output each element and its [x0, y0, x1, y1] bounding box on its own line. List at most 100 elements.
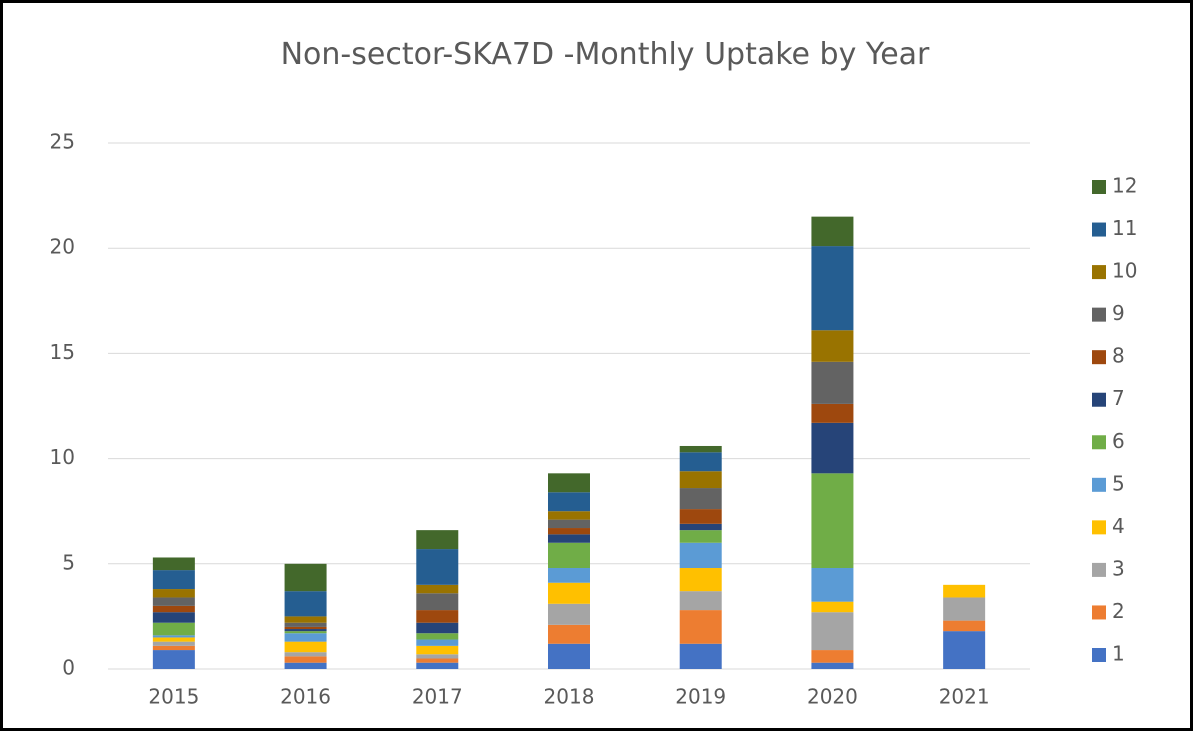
bar-segment	[284, 626, 327, 630]
y-tick-label: 25	[50, 130, 75, 154]
x-tick-label: 2020	[807, 685, 858, 709]
bar-segment	[284, 622, 327, 627]
bar-segment	[152, 612, 195, 623]
legend-label: 5	[1112, 471, 1125, 495]
bar-segment	[943, 631, 986, 669]
y-tick-label: 10	[50, 445, 75, 469]
bar-segment	[284, 631, 327, 634]
bar-segment	[152, 597, 195, 606]
x-tick-label: 2018	[544, 685, 595, 709]
bar-segment	[548, 568, 590, 583]
bar-segment	[811, 403, 854, 423]
bar-segment	[284, 656, 327, 663]
legend-swatch	[1092, 180, 1106, 194]
bar-segment	[679, 509, 722, 524]
bar-segment	[811, 612, 854, 651]
bar-segment	[679, 523, 722, 531]
legend-swatch	[1092, 435, 1106, 450]
bar-segment	[416, 658, 459, 663]
bar-segment	[548, 492, 590, 512]
bar-segment	[548, 624, 590, 644]
legend-label: 1	[1112, 642, 1125, 666]
bar-segment	[548, 519, 590, 529]
legend-swatch	[1092, 648, 1106, 662]
legend-swatch	[1092, 562, 1106, 577]
bar-segment	[416, 633, 459, 640]
legend-label: 10	[1112, 259, 1137, 283]
bar-segment	[811, 422, 854, 474]
x-tick-label: 2015	[148, 685, 199, 709]
bar-segment	[284, 563, 327, 592]
bar-segment	[416, 662, 459, 669]
legend-swatch	[1092, 307, 1106, 322]
bar-segment	[811, 246, 854, 331]
bar-segment	[548, 643, 590, 669]
bar-segment	[284, 629, 327, 632]
bar-segment	[416, 593, 459, 611]
bar-segment	[152, 605, 195, 613]
legend-swatch	[1092, 520, 1106, 535]
bar-segment	[943, 620, 986, 632]
bar-segment	[152, 650, 195, 669]
bar-segment	[679, 542, 722, 569]
bar-segment	[679, 452, 722, 472]
legend-swatch	[1092, 477, 1106, 492]
x-tick-label: 2021	[939, 685, 990, 709]
bar-segment	[811, 330, 854, 362]
legend-swatch	[1092, 222, 1106, 237]
bar-segment	[548, 511, 590, 520]
legend-label: 6	[1112, 429, 1125, 453]
bar-segment	[152, 641, 195, 646]
bar-segment	[679, 471, 722, 489]
y-tick-label: 20	[50, 235, 75, 259]
bar-segment	[548, 542, 590, 569]
bar-segment	[679, 445, 722, 453]
x-tick-label: 2019	[675, 685, 726, 709]
bar-segment	[811, 650, 854, 663]
legend-label: 7	[1112, 386, 1125, 410]
bar-segment	[679, 530, 722, 543]
bar-segment	[284, 662, 327, 669]
bar-segment	[811, 216, 854, 247]
bar-segment	[548, 473, 590, 493]
legend-label: 4	[1112, 514, 1125, 538]
bar-segment	[152, 622, 195, 636]
bar-segment	[811, 568, 854, 602]
y-tick-label: 5	[62, 550, 75, 574]
legend-label: 12	[1112, 174, 1137, 198]
chart-title: Non-sector-SKA7D -Monthly Uptake by Year	[280, 37, 930, 72]
bar-segment	[679, 610, 722, 644]
legend-swatch	[1092, 350, 1106, 365]
bar-segment	[284, 633, 327, 642]
bar-segment	[152, 557, 195, 571]
legend-label: 8	[1112, 344, 1125, 368]
bar-segment	[811, 662, 854, 669]
bar-segment	[152, 645, 195, 651]
bar-segment	[548, 582, 590, 604]
bar-segment	[943, 597, 986, 621]
legend-label: 2	[1112, 599, 1125, 623]
bar-segment	[416, 622, 459, 634]
bar-segment	[679, 591, 722, 611]
legend-label: 9	[1112, 301, 1125, 325]
bar-segment	[284, 591, 327, 617]
y-tick-label: 0	[62, 656, 75, 680]
bar-segment	[284, 616, 327, 623]
bar-segment	[811, 361, 854, 404]
bar-segment	[416, 610, 459, 623]
y-tick-label: 15	[50, 340, 75, 364]
bar-segment	[811, 601, 854, 613]
bar-segment	[416, 530, 459, 550]
bar-segment	[416, 654, 459, 659]
bar-segment	[284, 652, 327, 657]
bar-segment	[943, 584, 986, 598]
bar-segment	[152, 635, 195, 638]
bar-segment	[548, 603, 590, 625]
bar-segment	[811, 473, 854, 569]
bar-segment	[284, 641, 327, 653]
bar-segment	[416, 639, 459, 646]
legend-label: 11	[1112, 216, 1137, 240]
legend-swatch	[1092, 605, 1106, 620]
